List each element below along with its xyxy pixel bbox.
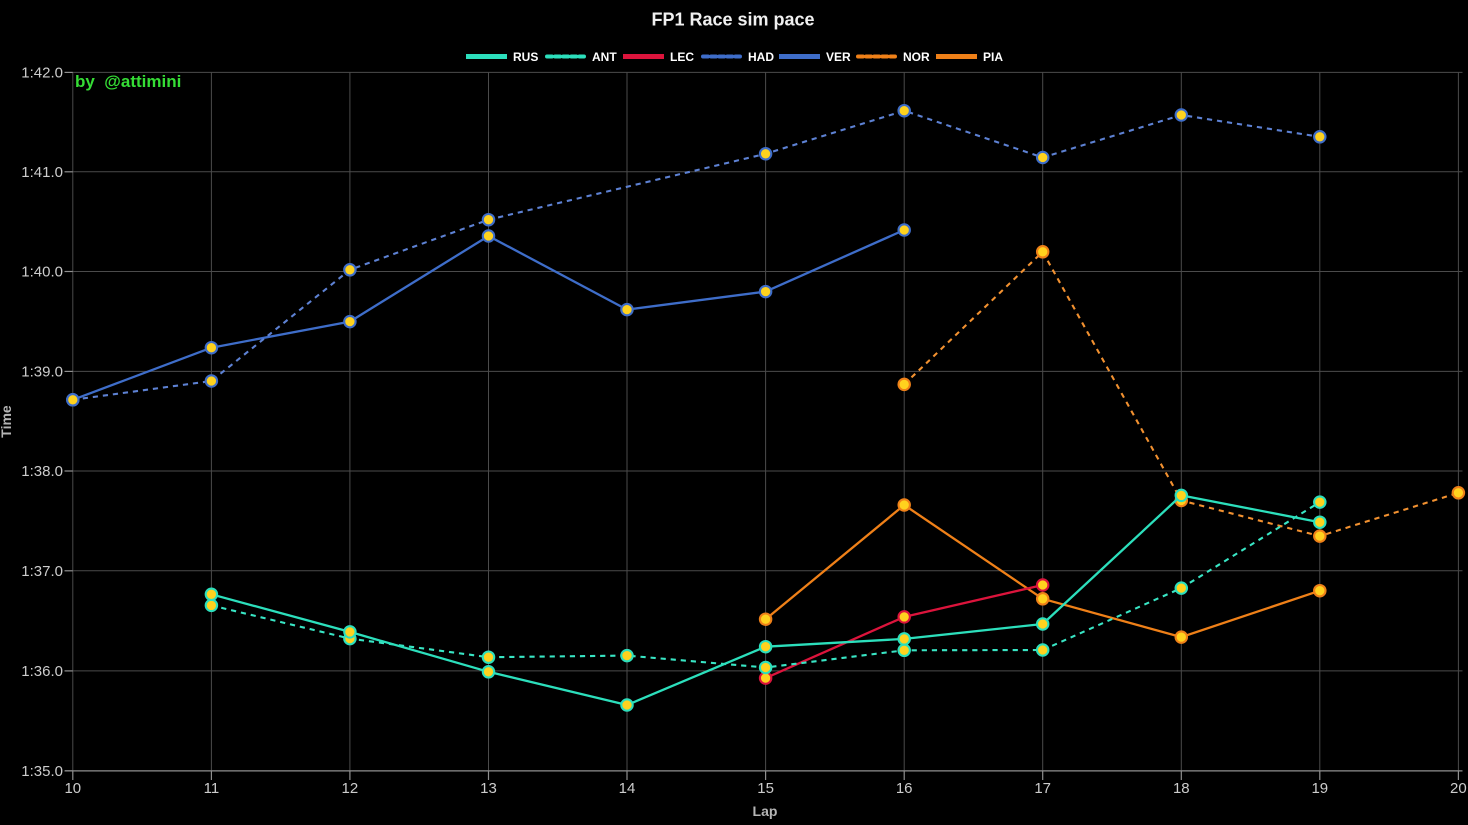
svg-text:FP1 Race sim pace: FP1 Race sim pace: [651, 10, 814, 30]
svg-text:1:38.0: 1:38.0: [21, 463, 63, 480]
svg-text:HAD: HAD: [748, 50, 774, 64]
svg-text:14: 14: [619, 780, 636, 797]
svg-text:12: 12: [342, 780, 359, 797]
svg-text:Time: Time: [0, 405, 14, 438]
svg-text:1:35.0: 1:35.0: [21, 763, 63, 780]
svg-text:1:36.0: 1:36.0: [21, 663, 63, 680]
svg-text:NOR: NOR: [903, 50, 930, 64]
svg-text:18: 18: [1173, 780, 1190, 797]
svg-text:10: 10: [64, 780, 81, 797]
svg-text:13: 13: [480, 780, 497, 797]
svg-text:1:37.0: 1:37.0: [21, 563, 63, 580]
svg-text:1:42.0: 1:42.0: [21, 64, 63, 81]
svg-text:19: 19: [1311, 780, 1328, 797]
svg-text:16: 16: [896, 780, 913, 797]
svg-text:17: 17: [1034, 780, 1051, 797]
svg-text:1:40.0: 1:40.0: [21, 264, 63, 281]
svg-text:PIA: PIA: [983, 50, 1003, 64]
svg-text:15: 15: [757, 780, 774, 797]
svg-text:VER: VER: [826, 50, 851, 64]
svg-text:20: 20: [1450, 780, 1467, 797]
svg-text:1:39.0: 1:39.0: [21, 363, 63, 380]
svg-text:LEC: LEC: [670, 50, 694, 64]
svg-text:RUS: RUS: [513, 50, 538, 64]
svg-text:ANT: ANT: [592, 50, 617, 64]
svg-text:1:41.0: 1:41.0: [21, 164, 63, 181]
svg-text:Lap: Lap: [753, 803, 778, 819]
svg-text:by @attimini: by @attimini: [75, 72, 181, 91]
svg-text:11: 11: [204, 780, 220, 797]
